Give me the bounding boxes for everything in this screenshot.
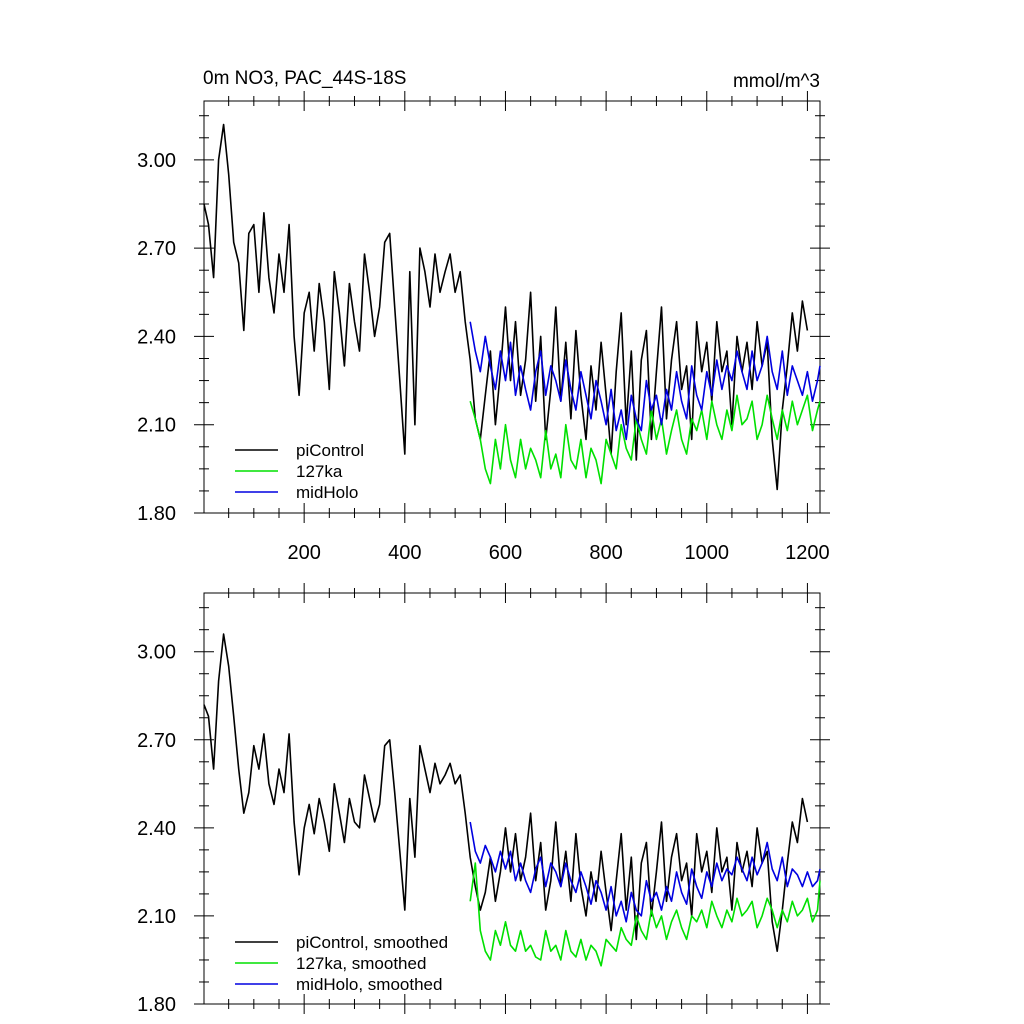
- series-line-picontrol: [203, 633, 809, 953]
- plot-frame: [203, 592, 821, 1005]
- legend-label: 127ka: [296, 462, 343, 481]
- y-tick-label: 2.40: [137, 818, 176, 840]
- y-tick-label: 3.00: [137, 150, 176, 172]
- y-tick-label: 1.80: [137, 503, 176, 525]
- x-tick-label: 800: [589, 542, 622, 564]
- bottom-panel-smoothed: 1.80 2.10 2.40 2.70 3.00 piControl, smoothed 1…: [137, 583, 830, 1016]
- y-tick-label: 2.40: [137, 326, 176, 348]
- units-label: mmol/m^3: [733, 71, 820, 92]
- series-line-127ka: [469, 394, 821, 485]
- series-line-picontrol: [203, 123, 809, 491]
- chart-title: 0m NO3, PAC_44S-18S: [203, 68, 406, 89]
- x-tick-label: 400: [388, 542, 421, 564]
- y-tick-label: 3.00: [137, 642, 176, 664]
- series-line-127ka: [469, 862, 821, 967]
- x-tick-label: 200: [287, 542, 320, 564]
- plot-frame: [203, 100, 821, 514]
- series-line-midholo: [469, 321, 821, 441]
- legend-label: midHolo: [296, 483, 358, 502]
- x-tick-label: 1200: [785, 542, 830, 564]
- top-panel-raw: 1.80 2.10 2.40 2.70 3.00 200 400 600 800 1000 1200…: [137, 91, 830, 564]
- y-tick-label: 2.10: [137, 906, 176, 928]
- legend-label: midHolo, smoothed: [296, 975, 442, 994]
- y-tick-label: 2.70: [137, 730, 176, 752]
- y-tick-label: 2.70: [137, 238, 176, 260]
- y-tick-label: 1.80: [137, 994, 176, 1016]
- x-tick-label: 600: [489, 542, 522, 564]
- x-tick-label: 1000: [685, 542, 730, 564]
- y-tick-label: 2.10: [137, 415, 176, 437]
- legend-label: piControl, smoothed: [296, 933, 448, 952]
- legend-label: 127ka, smoothed: [296, 954, 426, 973]
- series-line-midholo: [469, 821, 821, 923]
- legend-label: piControl: [296, 441, 364, 460]
